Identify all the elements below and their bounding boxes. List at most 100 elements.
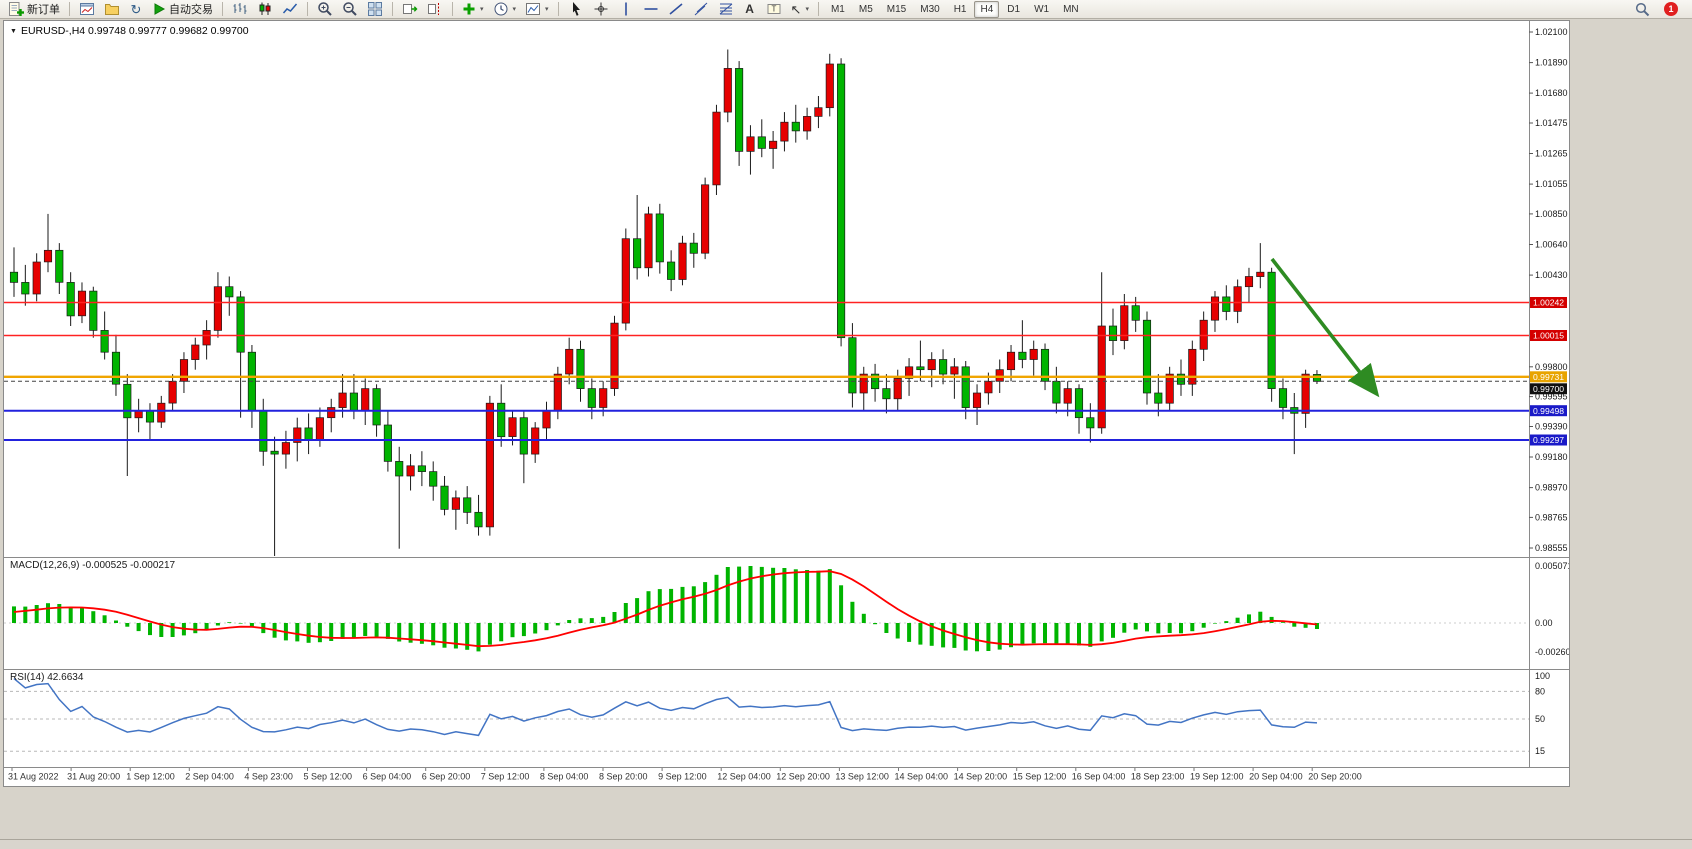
time-axis-label: 4 Sep 23:00 xyxy=(244,772,293,782)
timeframe-button-d1[interactable]: D1 xyxy=(1007,3,1021,15)
timeframe-button-h1[interactable]: H1 xyxy=(953,3,967,15)
trend-arrow-annotation[interactable] xyxy=(1270,257,1380,398)
time-axis-label: 8 Sep 04:00 xyxy=(540,772,589,782)
price-badge-label: 1.00242 xyxy=(1533,298,1564,308)
toolbar-separator xyxy=(307,2,308,16)
time-axis-label: 6 Sep 20:00 xyxy=(422,772,471,782)
profiles-folder-icon xyxy=(105,4,119,15)
clock-icon xyxy=(494,2,508,16)
arrow-object-icon: ↖ xyxy=(790,1,802,17)
tile-windows-button[interactable] xyxy=(363,1,387,18)
chart-window: 1.02100 1.01890 1.01680 1.01475 1.01265 1.010… xyxy=(3,20,1570,787)
price-axis-label: 1.00850 xyxy=(1535,209,1568,219)
time-axis-label: 31 Aug 2022 xyxy=(8,772,59,782)
timeframe-button-mn[interactable]: MN xyxy=(1063,3,1079,15)
fibonacci-tool-button[interactable] xyxy=(714,1,738,18)
trendline-tool-button[interactable] xyxy=(664,1,688,18)
label-tool-button[interactable]: T xyxy=(762,1,786,18)
search-button[interactable] xyxy=(1631,1,1654,18)
time-axis-label: 9 Sep 12:00 xyxy=(658,772,707,782)
toolbar-separator xyxy=(222,2,223,16)
vertical-line-icon xyxy=(624,2,627,16)
refresh-button[interactable]: ↻ xyxy=(125,1,147,18)
timeframe-button-m15[interactable]: M15 xyxy=(886,3,907,15)
macd-axis-label: 0.00 xyxy=(1535,618,1553,628)
chart-window-button[interactable] xyxy=(75,1,99,18)
vertical-line-tool-button[interactable] xyxy=(614,1,638,18)
tile-windows-icon xyxy=(368,2,382,16)
crosshair-tool-button[interactable] xyxy=(589,1,613,18)
price-axis-label: 0.99180 xyxy=(1535,452,1568,462)
timeframe-button-w1[interactable]: W1 xyxy=(1034,3,1050,15)
indicators-dropdown-button[interactable]: ▾ xyxy=(458,1,488,18)
candlestick-chart-button[interactable] xyxy=(253,1,277,18)
channel-tool-button[interactable] xyxy=(689,1,713,18)
line-chart-icon xyxy=(282,3,298,14)
arrows-dropdown-button[interactable]: ↖ ▾ xyxy=(787,1,813,18)
price-axis-label: 1.01265 xyxy=(1535,149,1568,159)
price-badge xyxy=(1530,383,1567,395)
timeframe-button-m30[interactable]: M30 xyxy=(920,3,940,15)
chevron-down-icon: ▾ xyxy=(480,6,484,13)
zoom-in-button[interactable] xyxy=(313,1,337,18)
price-axis-label: 1.01055 xyxy=(1535,179,1568,189)
toolbar-separator xyxy=(392,2,393,16)
chart-window-icon xyxy=(80,3,94,15)
rsi-plot xyxy=(4,678,1529,752)
candlestick-series xyxy=(9,49,1322,556)
price-axis-label: 0.98970 xyxy=(1535,483,1568,493)
horizontal-line-tool-button[interactable] xyxy=(639,1,663,18)
auto-scroll-button[interactable] xyxy=(398,1,422,18)
time-axis-label: 13 Sep 12:00 xyxy=(835,772,889,782)
price-axis-label: 0.98765 xyxy=(1535,512,1568,522)
new-order-label: 新订单 xyxy=(27,4,60,16)
panel-separators xyxy=(4,21,1569,768)
time-axis-label: 1 Sep 12:00 xyxy=(126,772,175,782)
chart-canvas[interactable]: 1.02100 1.01890 1.01680 1.01475 1.01265 1.010… xyxy=(4,21,1569,786)
templates-dropdown-button[interactable]: ▾ xyxy=(521,1,553,18)
cursor-tool-button[interactable] xyxy=(564,1,588,18)
horizontal-line-icon xyxy=(644,8,658,10)
chart-shift-button[interactable] xyxy=(423,1,447,18)
workspace: 1.02100 1.01890 1.01680 1.01475 1.01265 1.010… xyxy=(0,20,1692,849)
price-axis-label: 1.01680 xyxy=(1535,88,1568,98)
horizontal-scrollbar[interactable] xyxy=(0,839,1692,849)
timeframe-button-m5[interactable]: M5 xyxy=(858,3,873,15)
price-badge xyxy=(1530,297,1567,308)
cursor-icon xyxy=(572,2,580,16)
time-axis-label: 31 Aug 20:00 xyxy=(67,772,120,782)
time-axis-label: 6 Sep 04:00 xyxy=(363,772,412,782)
auto-trading-button[interactable]: 自动交易 xyxy=(148,1,217,18)
price-badge xyxy=(1530,330,1567,341)
price-badge xyxy=(1530,405,1567,417)
horizontal-line-objects[interactable] xyxy=(4,301,1529,441)
chevron-down-icon: ▾ xyxy=(805,6,809,13)
time-axis-label: 14 Sep 20:00 xyxy=(954,772,1008,782)
auto-trading-play-icon xyxy=(154,3,166,15)
price-axis-label: 0.99595 xyxy=(1535,392,1568,402)
price-axis-label: 0.98555 xyxy=(1535,543,1568,553)
line-chart-button[interactable] xyxy=(278,1,302,18)
new-order-button[interactable]: 新订单 xyxy=(4,1,64,18)
notification-count: 1 xyxy=(1668,4,1674,14)
price-badge-label: 0.99731 xyxy=(1533,372,1564,382)
price-axis[interactable]: 1.02100 1.01890 1.01680 1.01475 1.01265 1.010… xyxy=(1529,27,1569,756)
periods-dropdown-button[interactable]: ▾ xyxy=(489,1,521,18)
time-axis[interactable]: 31 Aug 2022 31 Aug 20:00 1 Sep 12:00 2 Sep … xyxy=(8,768,1362,782)
add-indicator-icon xyxy=(463,3,475,15)
chart-title-text: EURUSD-,H4 0.99748 0.99777 0.99682 0.997… xyxy=(20,25,249,37)
timeframe-button-h4[interactable]: H4 xyxy=(974,0,1000,18)
price-axis-label: 1.01475 xyxy=(1535,118,1568,128)
rsi-indicator-label: RSI(14) 42.6634 xyxy=(10,672,84,683)
zoom-out-button[interactable] xyxy=(338,1,362,18)
one-click-trading-toggle[interactable]: ▼ xyxy=(10,27,17,35)
toolbar-right-tools: 1 xyxy=(1631,1,1688,18)
trend-arrow[interactable] xyxy=(1270,257,1380,398)
time-axis-label: 19 Sep 12:00 xyxy=(1190,772,1244,782)
text-tool-button[interactable]: A xyxy=(739,1,761,18)
notification-badge[interactable]: 1 xyxy=(1664,2,1678,16)
timeframe-button-m1[interactable]: M1 xyxy=(830,3,845,15)
bar-chart-button[interactable] xyxy=(228,1,252,18)
time-axis-label: 2 Sep 04:00 xyxy=(185,772,234,782)
profiles-button[interactable] xyxy=(100,1,124,18)
